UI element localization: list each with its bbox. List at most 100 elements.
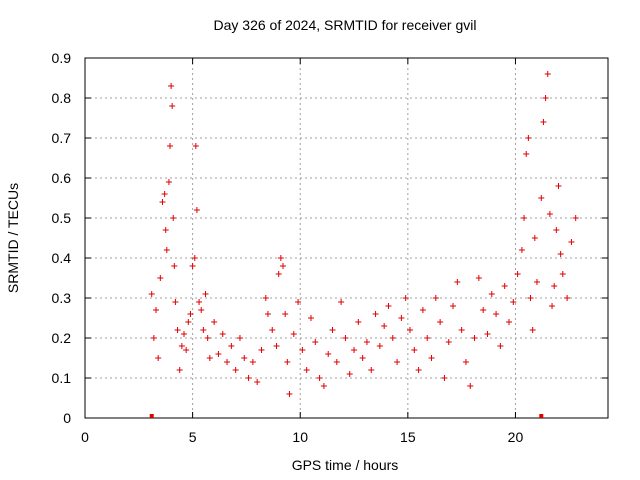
data-point (189, 263, 196, 269)
data-point (258, 347, 265, 353)
data-point (224, 359, 231, 365)
data-point (555, 183, 562, 189)
x-tick-label: 5 (189, 429, 197, 445)
data-point (153, 307, 160, 313)
y-tick-label: 0 (63, 410, 71, 426)
y-axis-title: SRMTID / TECUs (5, 183, 21, 293)
data-point (529, 327, 536, 333)
data-point (299, 347, 306, 353)
data-point (346, 371, 353, 377)
data-point (363, 339, 370, 345)
y-tick-label: 0.9 (52, 50, 72, 66)
data-point (544, 71, 551, 77)
data-point (480, 307, 487, 313)
data-point (527, 295, 534, 301)
data-point (501, 283, 508, 289)
data-point (320, 383, 327, 389)
data-point (441, 375, 448, 381)
data-point (228, 343, 235, 349)
data-point (553, 227, 560, 233)
data-point (402, 295, 409, 301)
data-point (368, 367, 375, 373)
data-point (471, 335, 478, 341)
data-point (286, 391, 293, 397)
data-point (161, 191, 168, 197)
data-point (170, 215, 177, 221)
data-marks (148, 71, 579, 397)
data-point (187, 311, 194, 317)
data-point (437, 319, 444, 325)
data-point (385, 303, 392, 309)
data-point (445, 339, 452, 345)
data-point (454, 279, 461, 285)
data-point (398, 315, 405, 321)
data-point (284, 359, 291, 365)
x-tick-label: 15 (400, 429, 416, 445)
data-point (275, 271, 282, 277)
data-point (204, 335, 211, 341)
x-axis-title: GPS time / hours (292, 457, 399, 473)
axis-event-marker (539, 414, 544, 418)
x-tick-label: 0 (81, 429, 89, 445)
data-point (406, 327, 413, 333)
y-tick-label: 0.8 (52, 90, 72, 106)
data-point (155, 355, 162, 361)
data-point (295, 299, 302, 305)
data-point (277, 255, 284, 261)
data-point (148, 291, 155, 297)
data-point (183, 347, 190, 353)
data-point (497, 343, 504, 349)
y-tick-label: 0.5 (52, 210, 72, 226)
data-point (488, 291, 495, 297)
data-point (198, 307, 205, 313)
data-point (467, 383, 474, 389)
data-point (193, 207, 200, 213)
data-point (169, 103, 176, 109)
data-point (557, 251, 564, 257)
data-point (202, 291, 209, 297)
data-point (191, 255, 198, 261)
data-point (200, 327, 207, 333)
data-point (192, 143, 199, 149)
data-point (219, 331, 226, 337)
data-point (549, 303, 556, 309)
data-point (372, 311, 379, 317)
data-point (521, 215, 528, 221)
data-point (505, 319, 512, 325)
y-tick-label: 0.1 (52, 370, 72, 386)
data-point (462, 359, 469, 365)
data-point (359, 355, 366, 361)
data-point (424, 335, 431, 341)
data-point (338, 299, 345, 305)
data-point (185, 319, 192, 325)
data-point (531, 235, 538, 241)
data-point (241, 355, 248, 361)
data-point (458, 327, 465, 333)
data-point (564, 295, 571, 301)
data-point (178, 343, 185, 349)
x-tick-label: 20 (508, 429, 524, 445)
y-tick-label: 0.2 (52, 330, 72, 346)
data-point (171, 263, 178, 269)
data-point (428, 355, 435, 361)
data-point (307, 315, 314, 321)
data-point (157, 275, 164, 281)
y-tick-label: 0.7 (52, 130, 72, 146)
data-point (211, 319, 218, 325)
data-point (432, 295, 439, 301)
data-point (316, 375, 323, 381)
data-point (525, 135, 532, 141)
data-point (249, 359, 256, 365)
data-point (232, 367, 239, 373)
data-point (493, 311, 500, 317)
data-point (329, 327, 336, 333)
data-point (273, 343, 280, 349)
data-point (262, 295, 269, 301)
data-point (376, 343, 383, 349)
data-point (176, 367, 183, 373)
plot-frame (84, 57, 609, 419)
data-point (215, 351, 222, 357)
axis-markers (149, 414, 544, 418)
data-point (269, 327, 276, 333)
data-point (523, 151, 530, 157)
